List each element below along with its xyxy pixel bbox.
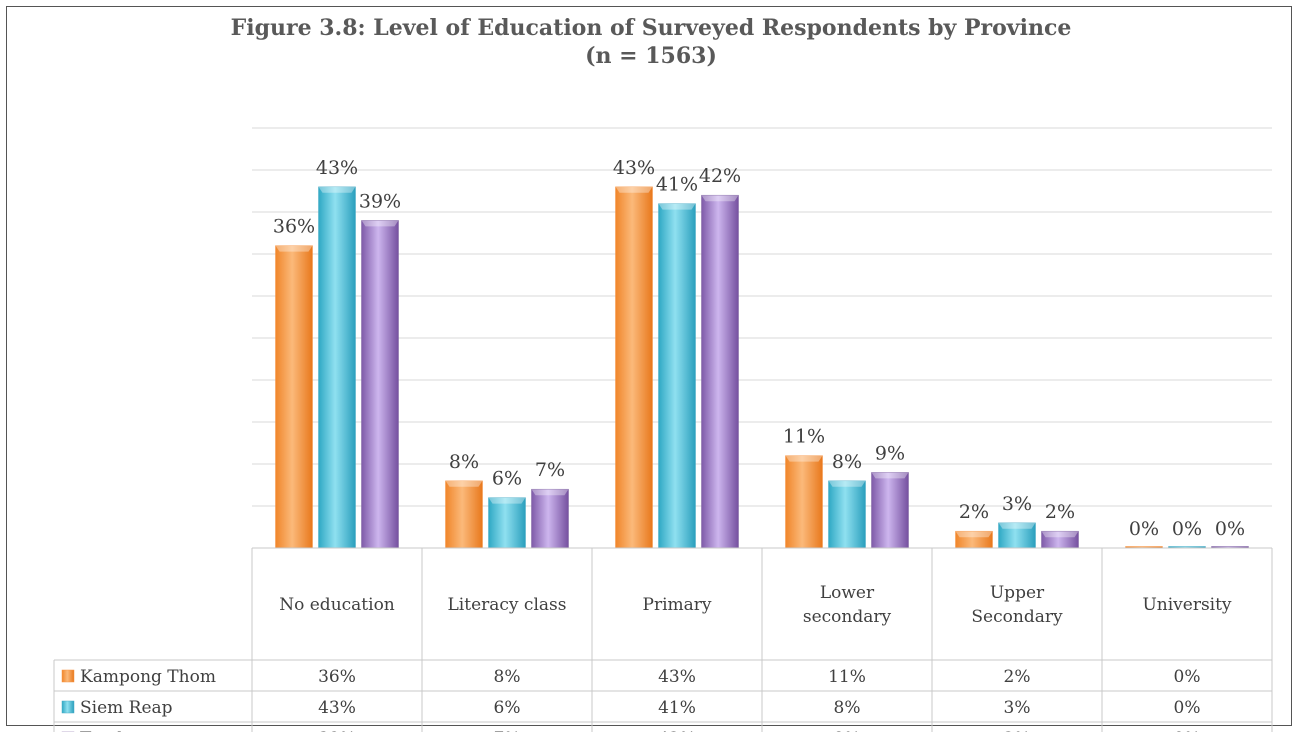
data-label: 7% — [535, 459, 565, 481]
table-cell: 2% — [1004, 729, 1031, 732]
bar — [445, 480, 483, 549]
chart-title-line: Figure 3.8: Level of Education of Survey… — [230, 15, 1072, 41]
data-label: 9% — [875, 442, 905, 464]
data-label: 39% — [359, 190, 401, 212]
bar — [785, 455, 823, 549]
bar-bevel — [615, 186, 653, 193]
bar — [531, 488, 569, 549]
bar-bevel — [871, 472, 909, 479]
table-cell: 41% — [658, 698, 696, 718]
table-cell: 8% — [834, 698, 861, 718]
table-cell: 43% — [658, 667, 696, 687]
data-label: 42% — [699, 165, 741, 187]
category-label: University — [1142, 595, 1231, 615]
bar — [615, 186, 653, 549]
category-label: Upper — [990, 583, 1045, 603]
table-cell: 2% — [1004, 667, 1031, 687]
bar-bevel — [531, 489, 569, 496]
table-cell: 6% — [494, 698, 521, 718]
data-label: 6% — [492, 468, 522, 490]
bar — [275, 245, 313, 549]
legend-key — [61, 669, 75, 683]
data-label: 11% — [783, 426, 825, 448]
data-label: 2% — [1045, 501, 1075, 523]
data-label: 43% — [316, 157, 358, 179]
bar-bevel — [701, 195, 739, 202]
category-label: Secondary — [971, 607, 1063, 627]
bar-bevel — [275, 245, 313, 252]
legend-label: Kampong Thom — [80, 667, 216, 687]
data-label: 8% — [449, 451, 479, 473]
bar — [701, 194, 739, 549]
category-label: Primary — [643, 595, 712, 615]
bar-bevel — [785, 455, 823, 462]
data-label: 8% — [832, 451, 862, 473]
table-cell: 11% — [828, 667, 866, 687]
legend-label: Total — [80, 729, 123, 732]
data-label: 0% — [1172, 518, 1202, 540]
table-cell: 0% — [1174, 667, 1201, 687]
chart-title: Figure 3.8: Level of Education of Survey… — [0, 14, 1302, 70]
bar — [658, 203, 696, 549]
bar — [871, 472, 909, 549]
table-cell: 3% — [1004, 698, 1031, 718]
table-cell: 43% — [318, 698, 356, 718]
bar-bevel — [445, 480, 483, 487]
table-cell: 8% — [494, 667, 521, 687]
data-label: 0% — [1129, 518, 1159, 540]
legend-key — [61, 700, 75, 714]
bar — [488, 497, 526, 549]
table-cell: 42% — [658, 729, 696, 732]
data-label: 0% — [1215, 518, 1245, 540]
table-cell: 9% — [834, 729, 861, 732]
chart-frame — [6, 6, 1292, 726]
category-label: secondary — [803, 607, 892, 627]
table-cell: 0% — [1174, 698, 1201, 718]
bar-bevel — [998, 522, 1036, 529]
bar — [361, 220, 399, 549]
category-label: Lower — [820, 583, 875, 603]
data-label: 2% — [959, 501, 989, 523]
category-label: No education — [279, 595, 395, 615]
category-label: Literacy class — [448, 595, 567, 615]
bar-bevel — [1041, 531, 1079, 538]
data-label: 3% — [1002, 493, 1032, 515]
bar-bevel — [658, 203, 696, 210]
table-cell: 36% — [318, 667, 356, 687]
bar-bevel — [828, 480, 866, 487]
bar — [318, 186, 356, 549]
bar-bevel — [488, 497, 526, 504]
table-cell: 39% — [318, 729, 356, 732]
bar — [828, 480, 866, 549]
table-cell: 0% — [1174, 729, 1201, 732]
table-cell: 7% — [494, 729, 521, 732]
bar-bevel — [318, 186, 356, 193]
data-label: 36% — [273, 216, 315, 238]
bar-bevel — [361, 220, 399, 227]
legend-label: Siem Reap — [80, 698, 173, 718]
bar-bevel — [955, 531, 993, 538]
chart-subtitle: (n = 1563) — [585, 43, 717, 69]
data-label: 43% — [613, 157, 655, 179]
data-label: 41% — [656, 174, 698, 196]
